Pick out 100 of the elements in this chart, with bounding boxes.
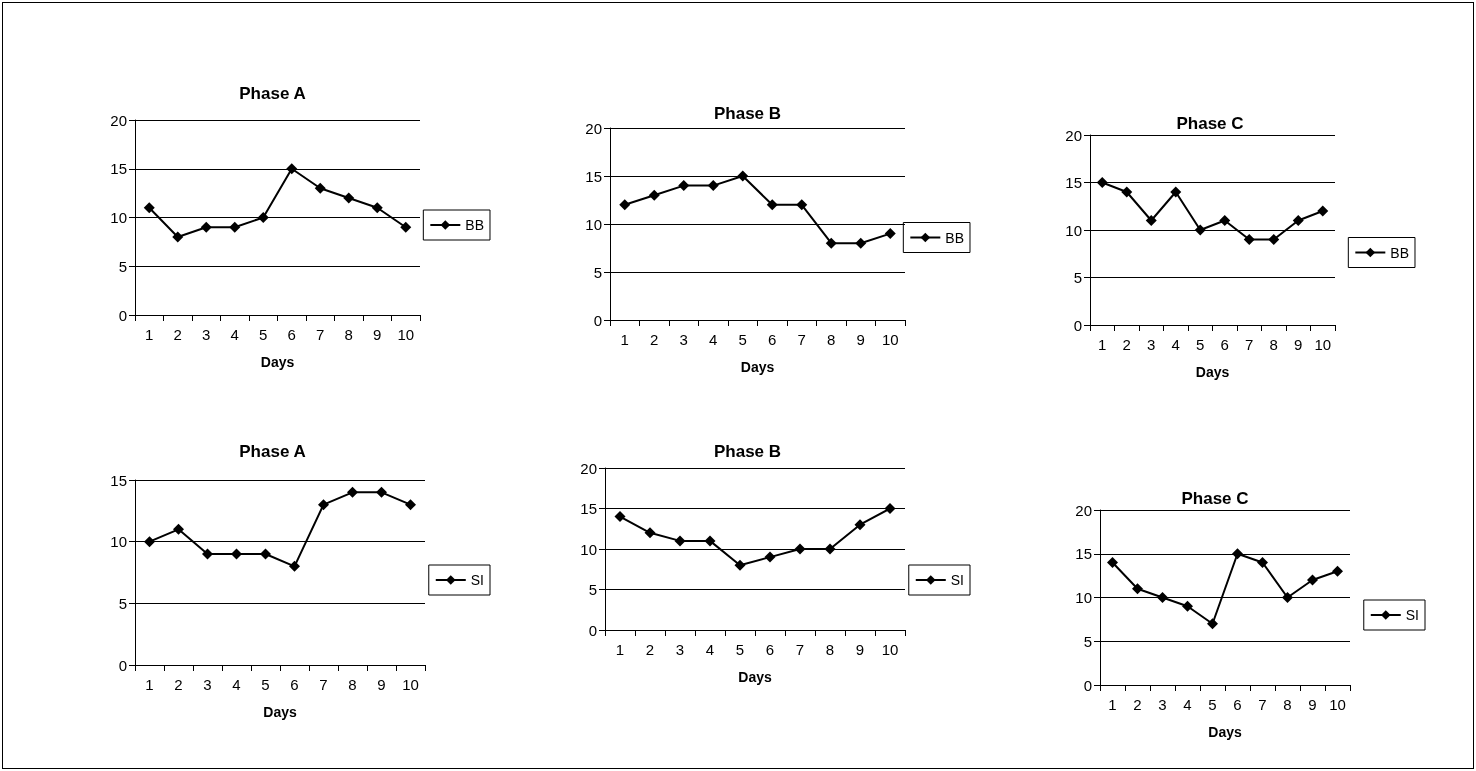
- x-tick-label: 8: [1283, 696, 1292, 713]
- x-axis-title: Days: [260, 354, 295, 370]
- point: [202, 548, 213, 560]
- y-tick-label: 15: [110, 160, 127, 178]
- y-tick-label: 20: [585, 119, 602, 137]
- y-tick-label: 20: [1065, 126, 1082, 144]
- point: [766, 199, 778, 211]
- point: [884, 228, 896, 240]
- x-tick-label: 5: [1208, 696, 1217, 713]
- point: [1145, 215, 1157, 226]
- legend-label: BB: [1390, 244, 1410, 261]
- point: [737, 170, 749, 182]
- x-tick-label: 5: [738, 331, 747, 348]
- x-tick-label: 7: [1245, 336, 1254, 353]
- point: [229, 221, 241, 233]
- point: [1121, 186, 1133, 198]
- point: [884, 503, 896, 514]
- point: [1232, 548, 1243, 560]
- y-tick-label: 15: [580, 500, 597, 517]
- point: [1107, 557, 1118, 568]
- point: [231, 548, 242, 560]
- x-tick-label: 8: [825, 641, 835, 658]
- point: [1219, 215, 1231, 226]
- x-tick-label: 5: [261, 676, 270, 693]
- point: [200, 221, 212, 233]
- y-tick-label: 0: [118, 306, 127, 324]
- x-tick-label: 1: [145, 326, 154, 343]
- x-tick-label: 8: [1269, 336, 1278, 353]
- x-tick-label: 1: [615, 641, 625, 658]
- point: [260, 548, 271, 560]
- y-tick-label: 0: [588, 621, 597, 639]
- x-tick-label: 2: [174, 676, 183, 693]
- point: [1170, 186, 1182, 198]
- point: [825, 237, 837, 249]
- point: [678, 180, 690, 192]
- point: [764, 551, 776, 563]
- point: [343, 192, 355, 204]
- y-tick-label: 10: [580, 540, 597, 558]
- point: [1282, 592, 1293, 603]
- point: [1307, 574, 1318, 586]
- x-tick-label: 6: [287, 326, 296, 343]
- y-tick-label: 15: [1075, 545, 1092, 563]
- point: [376, 486, 387, 498]
- y-tick-label: 15: [1065, 174, 1082, 191]
- x-tick-label: 6: [765, 641, 775, 658]
- point: [1096, 177, 1108, 188]
- point: [1243, 234, 1255, 245]
- point: [257, 212, 269, 223]
- x-tick-label: 1: [145, 676, 154, 693]
- y-tick-label: 5: [118, 594, 127, 612]
- point: [1207, 618, 1218, 630]
- point: [172, 231, 184, 243]
- x-tick-label: 9: [855, 641, 865, 658]
- point: [289, 560, 300, 572]
- x-tick-label: 1: [1108, 696, 1117, 713]
- y-tick-label: 5: [588, 581, 597, 598]
- legend-label: BB: [945, 229, 965, 246]
- point: [173, 523, 184, 535]
- x-tick-label: 9: [1294, 336, 1303, 353]
- x-tick-label: 7: [319, 676, 328, 693]
- x-tick-label: 7: [1258, 696, 1267, 713]
- x-tick-label: 10: [881, 641, 899, 658]
- x-tick-label: 4: [705, 641, 715, 658]
- point: [286, 163, 298, 175]
- point: [405, 499, 416, 511]
- point: [1317, 205, 1329, 217]
- y-tick-label: 10: [1065, 221, 1082, 239]
- x-tick-label: 6: [290, 676, 299, 693]
- y-tick-label: 10: [110, 533, 127, 551]
- point: [707, 180, 719, 192]
- y-tick-label: 0: [1073, 316, 1082, 334]
- x-tick-label: 5: [1196, 336, 1205, 353]
- x-tick-label: 2: [645, 641, 655, 658]
- x-tick-label: 5: [735, 641, 745, 658]
- x-axis-title: Days: [1195, 364, 1230, 380]
- point: [318, 499, 329, 511]
- point: [347, 486, 358, 498]
- point: [1292, 215, 1304, 226]
- point: [704, 535, 716, 547]
- chart-title: Phase C: [1176, 114, 1244, 133]
- point: [648, 189, 660, 201]
- point: [796, 199, 808, 211]
- x-tick-label: 6: [1233, 696, 1242, 713]
- chart-title: Phase B: [713, 442, 782, 461]
- x-tick-label: 9: [1308, 696, 1317, 713]
- point: [1332, 565, 1343, 577]
- y-tick-label: 5: [1073, 269, 1082, 286]
- x-axis-title: Days: [263, 704, 297, 720]
- y-tick-label: 20: [110, 111, 127, 129]
- x-tick-label: 6: [1220, 336, 1229, 353]
- point: [824, 543, 836, 555]
- y-tick-label: 10: [585, 215, 602, 233]
- point: [1157, 592, 1168, 603]
- legend-label: SI: [470, 572, 485, 588]
- x-tick-label: 8: [344, 326, 353, 343]
- x-tick-label: 3: [1158, 696, 1167, 713]
- x-tick-label: 1: [620, 331, 629, 348]
- point: [1182, 600, 1193, 612]
- point: [644, 527, 656, 539]
- x-axis-title: Days: [1208, 724, 1242, 740]
